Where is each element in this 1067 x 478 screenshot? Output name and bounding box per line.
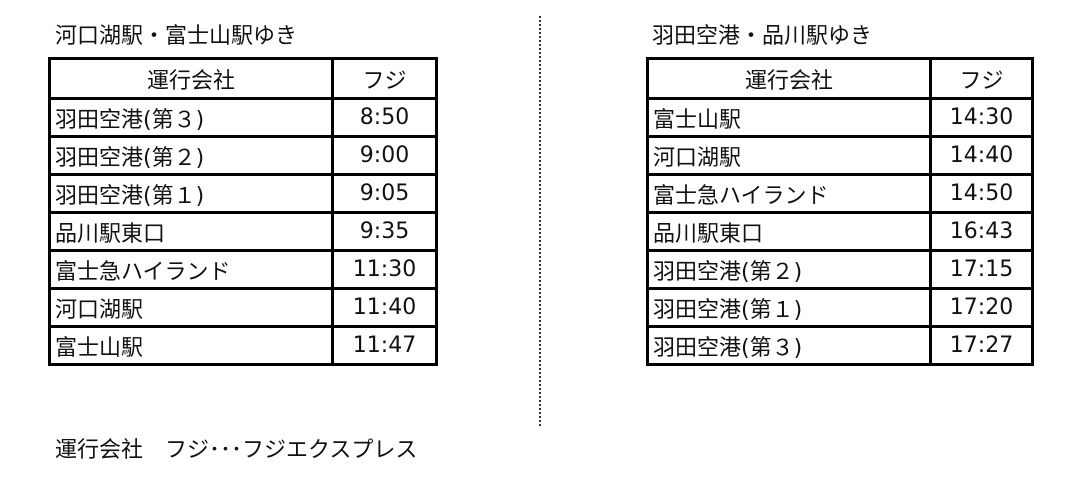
header-fuji: フジ — [929, 57, 1034, 100]
right-table-title: 羽田空港・品川駅ゆき — [652, 24, 873, 49]
stop-name: 河口湖駅 — [646, 135, 932, 176]
departure-time: 14:40 — [929, 135, 1034, 176]
stop-name: 富士急ハイランド — [48, 249, 334, 290]
table-row: 品川駅東口 9:35 — [48, 211, 438, 252]
table-row: 品川駅東口 16:43 — [646, 211, 1034, 252]
departure-time: 9:00 — [331, 135, 438, 176]
departure-time: 11:40 — [331, 287, 438, 328]
stop-name: 羽田空港(第３) — [646, 325, 932, 366]
departure-time: 16:43 — [929, 211, 1034, 252]
departure-time: 9:35 — [331, 211, 438, 252]
stop-name: 羽田空港(第１) — [48, 173, 334, 214]
left-timetable: 運行会社 フジ 羽田空港(第３) 8:50 羽田空港(第２) 9:00 羽田空港(第１) 9:… — [48, 57, 438, 366]
stop-name: 富士山駅 — [646, 97, 932, 138]
departure-time: 9:05 — [331, 173, 438, 214]
table-row: 羽田空港(第２) 17:15 — [646, 249, 1034, 290]
header-fuji: フジ — [331, 57, 438, 100]
departure-time: 11:30 — [331, 249, 438, 290]
stop-name: 羽田空港(第１) — [646, 287, 932, 328]
departure-time: 14:50 — [929, 173, 1034, 214]
departure-time: 11:47 — [331, 325, 438, 366]
stop-name: 羽田空港(第２) — [646, 249, 932, 290]
header-company: 運行会社 — [48, 57, 334, 100]
table-row: 羽田空港(第３) 8:50 — [48, 97, 438, 138]
stop-name: 羽田空港(第２) — [48, 135, 334, 176]
departure-time: 17:27 — [929, 325, 1034, 366]
stop-name: 品川駅東口 — [48, 211, 334, 252]
divider — [539, 16, 541, 426]
table-row: 羽田空港(第１) 17:20 — [646, 287, 1034, 328]
stop-name: 富士急ハイランド — [646, 173, 932, 214]
table-row: 河口湖駅 14:40 — [646, 135, 1034, 176]
table-row: 羽田空港(第３) 17:27 — [646, 325, 1034, 366]
stop-name: 羽田空港(第３) — [48, 97, 334, 138]
table-row: 富士急ハイランド 14:50 — [646, 173, 1034, 214]
stop-name: 品川駅東口 — [646, 211, 932, 252]
table-row: 羽田空港(第１) 9:05 — [48, 173, 438, 214]
right-timetable: 運行会社 フジ 富士山駅 14:30 河口湖駅 14:40 富士急ハイランド 14:50 品川駅… — [646, 57, 1034, 366]
stop-name: 富士山駅 — [48, 325, 334, 366]
table-row: 羽田空港(第２) 9:00 — [48, 135, 438, 176]
departure-time: 17:15 — [929, 249, 1034, 290]
footer-note: 運行会社 フジ･･･フジエクスプレス — [55, 438, 418, 463]
table-row: 河口湖駅 11:40 — [48, 287, 438, 328]
left-table-title: 河口湖駅・富士山駅ゆき — [55, 24, 298, 49]
header-company: 運行会社 — [646, 57, 932, 100]
header-row: 運行会社 フジ — [646, 57, 1034, 100]
stop-name: 河口湖駅 — [48, 287, 334, 328]
table-row: 富士急ハイランド 11:30 — [48, 249, 438, 290]
departure-time: 8:50 — [331, 97, 438, 138]
header-row: 運行会社 フジ — [48, 57, 438, 100]
table-row: 富士山駅 14:30 — [646, 97, 1034, 138]
table-row: 富士山駅 11:47 — [48, 325, 438, 366]
departure-time: 14:30 — [929, 97, 1034, 138]
departure-time: 17:20 — [929, 287, 1034, 328]
